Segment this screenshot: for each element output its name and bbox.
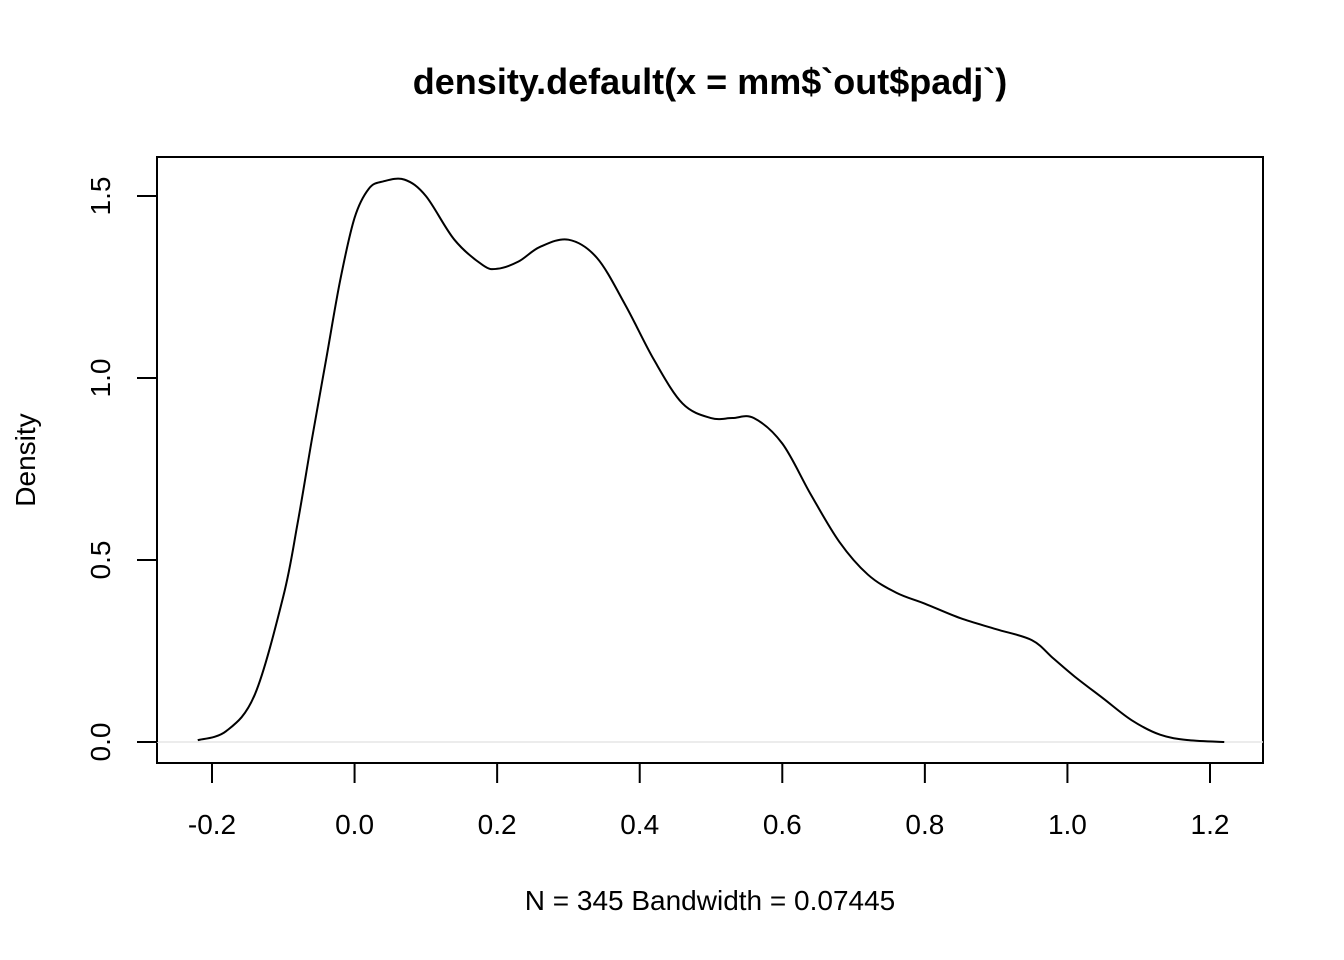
y-axis: 0.0 0.5 1.0 1.5	[85, 177, 158, 762]
x-tick-label: 0.4	[620, 809, 659, 840]
x-tick-label: -0.2	[188, 809, 236, 840]
x-tick-label: 0.8	[905, 809, 944, 840]
x-tick-label: 0.0	[335, 809, 374, 840]
x-tick-label: 1.0	[1048, 809, 1087, 840]
x-axis: -0.2 0.0 0.2 0.4 0.6 0.8 1.0 1.2	[188, 762, 1230, 840]
x-tick-label: 0.2	[478, 809, 517, 840]
x-tick-label: 0.6	[763, 809, 802, 840]
x-axis-label: N = 345 Bandwidth = 0.07445	[525, 885, 896, 916]
plot-frame	[156, 156, 1264, 764]
chart-title: density.default(x = mm$`out$padj`)	[413, 61, 1007, 102]
y-tick-label: 0.5	[85, 541, 116, 580]
density-curve	[197, 177, 1225, 743]
y-tick-label: 1.0	[85, 359, 116, 398]
y-tick-label: 1.5	[85, 177, 116, 216]
y-tick-label: 0.0	[85, 723, 116, 762]
y-axis-label: Density	[10, 413, 41, 506]
x-tick-label: 1.2	[1191, 809, 1230, 840]
